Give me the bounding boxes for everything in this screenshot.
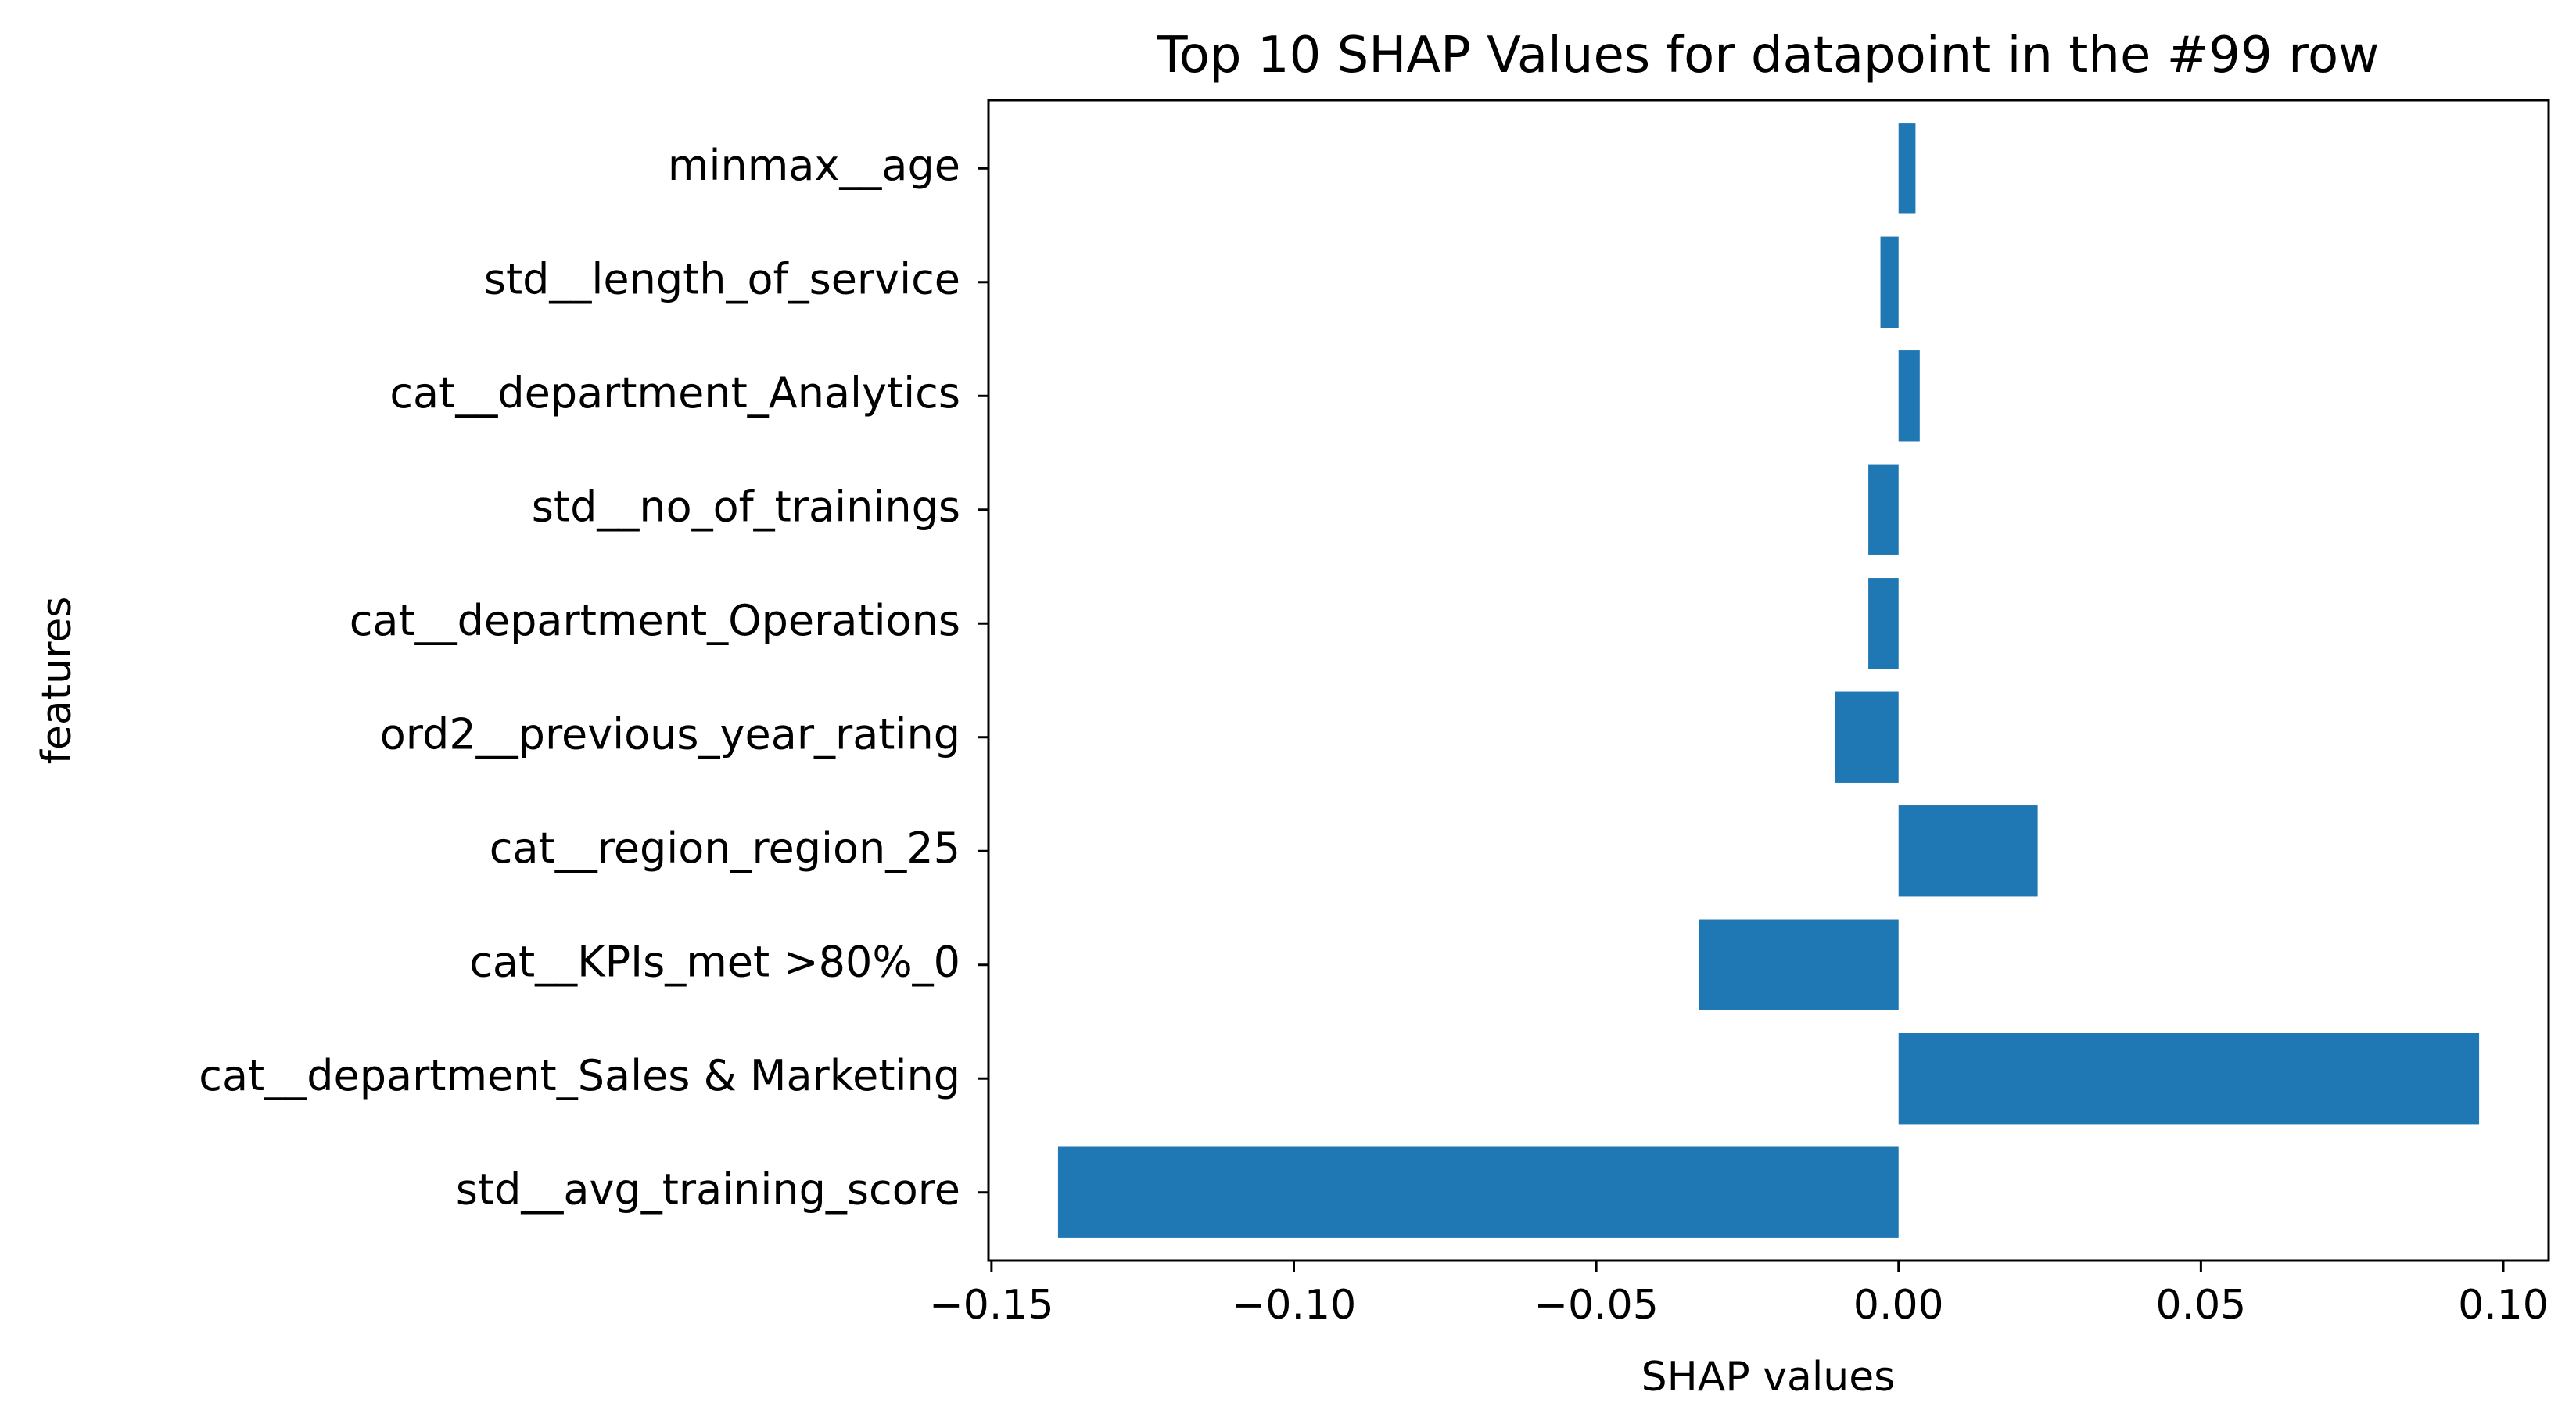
bar-1 bbox=[1898, 1033, 2480, 1125]
category-label-7: cat__department_Analytics bbox=[389, 368, 960, 418]
x-tick-label-0: −0.15 bbox=[929, 1282, 1053, 1329]
x-tick-label-4: 0.05 bbox=[2155, 1282, 2246, 1329]
bar-6 bbox=[1868, 464, 1899, 555]
chart-title: Top 10 SHAP Values for datapoint in the … bbox=[1157, 27, 2380, 84]
bar-2 bbox=[1699, 919, 1899, 1010]
bar-9 bbox=[1898, 123, 1916, 214]
bar-7 bbox=[1898, 350, 1920, 442]
bar-0 bbox=[1057, 1146, 1899, 1238]
category-label-4: ord2__previous_year_rating bbox=[380, 709, 960, 759]
labels-layer: std__avg_training_score cat__department_S… bbox=[199, 141, 2549, 1329]
category-label-5: cat__department_Operations bbox=[350, 596, 960, 645]
bar-8 bbox=[1880, 236, 1899, 328]
x-axis-label: SHAP values bbox=[1641, 1354, 1896, 1401]
bar-4 bbox=[1835, 691, 1899, 783]
category-label-9: minmax__age bbox=[668, 141, 960, 190]
x-tick-label-2: −0.05 bbox=[1534, 1282, 1658, 1329]
bars-layer bbox=[1057, 123, 2480, 1238]
category-label-0: std__avg_training_score bbox=[456, 1164, 960, 1214]
x-tick-label-5: 0.10 bbox=[2458, 1282, 2549, 1329]
bar-5 bbox=[1868, 578, 1899, 669]
category-label-3: cat__region_region_25 bbox=[490, 823, 960, 873]
category-label-6: std__no_of_trainings bbox=[532, 482, 960, 531]
category-label-8: std__length_of_service bbox=[484, 254, 960, 303]
category-label-2: cat__KPIs_met >80%_0 bbox=[469, 937, 960, 986]
category-label-1: cat__department_Sales & Marketing bbox=[199, 1051, 960, 1100]
ticks-layer bbox=[978, 167, 2505, 1272]
plot-frame bbox=[987, 99, 2550, 1262]
bar-3 bbox=[1898, 805, 2038, 897]
x-tick-label-1: −0.10 bbox=[1232, 1282, 1356, 1329]
x-tick-label-3: 0.00 bbox=[1853, 1282, 1944, 1329]
y-axis-label: features bbox=[34, 597, 81, 765]
